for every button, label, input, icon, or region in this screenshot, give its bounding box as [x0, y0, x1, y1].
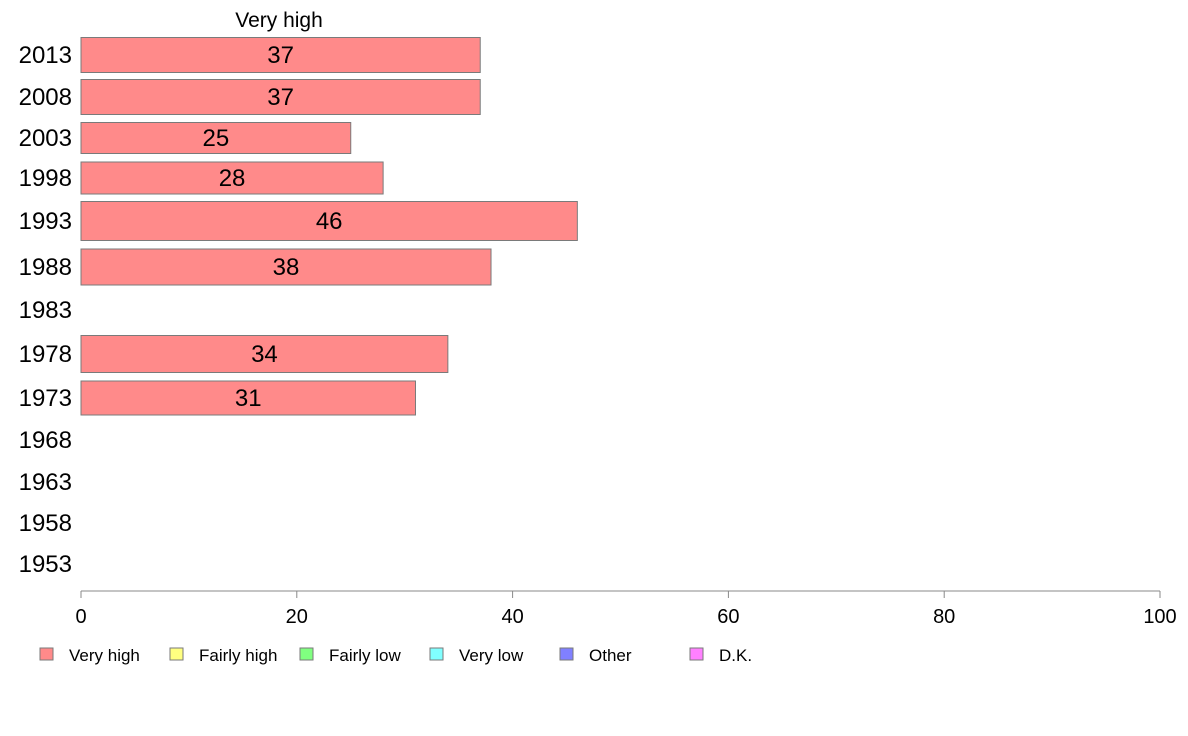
legend-label-fairly-low: Fairly low — [329, 646, 402, 665]
x-tick-label-20: 20 — [286, 606, 308, 628]
data-label-1998: 28 — [219, 165, 246, 192]
legend-swatch-d-k — [689, 647, 704, 661]
legend-swatch-very-high — [39, 647, 54, 661]
legend-swatch-fairly-high — [169, 647, 184, 661]
category-label-1993: 1993 — [19, 208, 72, 235]
category-label-1978: 1978 — [19, 341, 72, 368]
legend-swatch-other — [559, 647, 574, 661]
bar-2008 — [80, 79, 481, 115]
data-label-1993: 46 — [316, 208, 343, 235]
column-title: Very high — [235, 9, 323, 32]
category-label-1983: 1983 — [19, 297, 72, 324]
legend: Very high Fairly high Fairly low Very low Ot… — [39, 646, 752, 665]
x-tick-label-80: 80 — [933, 606, 955, 628]
category-label-1953: 1953 — [19, 551, 72, 578]
x-tick-label-40: 40 — [501, 606, 523, 628]
legend-swatch-very-low — [429, 647, 444, 661]
bar-1973 — [80, 380, 416, 416]
data-label-2008: 37 — [267, 84, 294, 111]
bar-2013 — [80, 37, 481, 73]
category-label-2003: 2003 — [19, 125, 72, 152]
category-label-1963: 1963 — [19, 469, 72, 496]
category-label-2013: 2013 — [19, 42, 72, 69]
bar-1988 — [80, 248, 492, 286]
bar-1998 — [80, 161, 384, 195]
legend-label-very-high: Very high — [69, 646, 140, 665]
x-tick-label-60: 60 — [717, 606, 739, 628]
data-label-1978: 34 — [251, 341, 278, 368]
legend-label-d-k: D.K. — [719, 646, 752, 665]
title-layer: Very high — [235, 9, 323, 32]
legend-label-fairly-high: Fairly high — [199, 646, 277, 665]
data-label-2003: 25 — [203, 125, 230, 152]
legend-swatch-fairly-low — [299, 647, 314, 661]
data-label-2013: 37 — [267, 42, 294, 69]
x-tick-label-100: 100 — [1143, 606, 1176, 628]
category-label-1968: 1968 — [19, 427, 72, 454]
legend-label-other: Other — [589, 646, 632, 665]
category-label-2008: 2008 — [19, 84, 72, 111]
category-label-1973: 1973 — [19, 385, 72, 412]
x-tick-label-0: 0 — [75, 606, 86, 628]
bar-1978 — [80, 335, 449, 373]
legend-label-very-low: Very low — [459, 646, 524, 665]
data-label-1988: 38 — [273, 254, 300, 281]
bars-layer: 37 37 25 28 46 38 34 31 — [80, 37, 578, 416]
category-label-1998: 1998 — [19, 165, 72, 192]
category-labels: 2013 2008 2003 1998 1993 1988 1983 1978 1973 1968… — [19, 42, 72, 578]
bar-1993 — [80, 201, 578, 241]
x-axis: 0 20 40 60 80 100 — [75, 590, 1177, 628]
category-label-1988: 1988 — [19, 254, 72, 281]
data-label-1973: 31 — [235, 385, 262, 412]
bar-2003 — [80, 122, 352, 154]
category-label-1958: 1958 — [19, 510, 72, 537]
